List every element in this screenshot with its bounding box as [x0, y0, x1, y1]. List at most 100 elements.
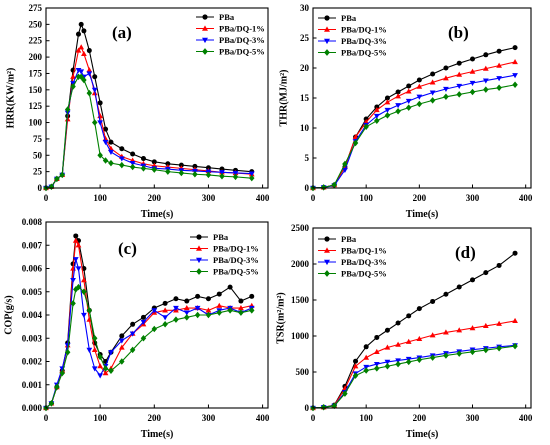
y-tick-label: 0.000 [22, 403, 43, 413]
series-pba-dq-5- [43, 283, 255, 412]
data-point [374, 334, 380, 340]
data-point [512, 317, 518, 324]
legend-entry: PBa/DQ-5% [196, 47, 265, 57]
data-point [456, 83, 463, 89]
data-point [48, 400, 55, 407]
data-point [227, 284, 233, 290]
x-tick-label: 200 [413, 413, 427, 423]
legend-entry: PBa/DQ-3% [318, 36, 387, 46]
data-point [173, 305, 179, 312]
data-point [178, 169, 185, 177]
data-point [429, 79, 436, 85]
series-line [312, 74, 516, 189]
x-axis-title: Time(s) [141, 209, 174, 220]
legend: PBa PBa/DQ-1%PBa/DQ-3% PBa/DQ-5% [318, 234, 387, 279]
data-point [91, 366, 98, 372]
legend: PBa PBa/DQ-1%PBa/DQ-3% PBa/DQ-5% [190, 232, 259, 277]
data-point [102, 157, 109, 164]
data-point [512, 250, 518, 256]
legend-marker [196, 268, 202, 275]
data-point [373, 107, 380, 113]
data-point [75, 31, 81, 37]
data-point [469, 325, 476, 331]
y-tick-label: 0 [38, 183, 43, 193]
y-tick-label: 0.004 [22, 310, 43, 320]
legend-entry: PBa/DQ-5% [318, 269, 387, 279]
data-point [483, 86, 489, 93]
data-point [194, 305, 201, 312]
data-point [78, 69, 85, 75]
data-point [183, 305, 190, 311]
legend-label: PBa [341, 234, 357, 244]
data-point [92, 74, 98, 80]
legend-marker [196, 257, 202, 264]
data-point [184, 314, 190, 321]
data-point [54, 383, 60, 391]
data-point [102, 135, 109, 142]
data-point [81, 28, 87, 34]
data-point [108, 367, 114, 375]
legend-entry: PBa/DQ-5% [190, 267, 259, 277]
data-point [373, 361, 380, 368]
data-point [140, 314, 146, 320]
data-point [151, 308, 158, 314]
data-point [482, 78, 489, 84]
panel-c-cop-chart: 0 100 200 300 400 0.000 0.001 0.002 0.003 0.004 0.… [4, 217, 270, 440]
data-point [103, 126, 109, 132]
legend-marker [324, 270, 330, 277]
data-point [416, 100, 423, 108]
data-point [443, 291, 449, 297]
data-point [227, 307, 233, 314]
legend-marker [324, 38, 330, 45]
data-point [512, 73, 518, 79]
data-point [416, 94, 423, 100]
data-point [429, 354, 436, 361]
data-point [78, 21, 84, 27]
data-point [78, 44, 85, 50]
data-point [456, 71, 463, 77]
data-point [496, 62, 502, 68]
y-tick-label: 2500 [291, 223, 310, 233]
data-point [205, 296, 211, 302]
data-point [119, 161, 125, 169]
x-tick-label: 100 [359, 413, 373, 423]
x-tick-label: 0 [44, 193, 49, 203]
data-point [119, 146, 125, 152]
data-point [443, 86, 449, 92]
data-point [395, 107, 401, 115]
data-point [384, 107, 391, 113]
data-point [108, 139, 114, 145]
legend-entry: PBa/DQ-1% [190, 244, 259, 254]
data-point [73, 233, 79, 239]
data-point [129, 163, 136, 171]
plot-frame [45, 7, 269, 189]
data-point [86, 347, 93, 353]
legend-label: PBa [341, 13, 357, 23]
data-point [108, 149, 114, 155]
data-point [205, 165, 211, 171]
data-point [249, 307, 255, 314]
data-point [86, 71, 93, 77]
data-point [238, 298, 244, 304]
data-point [429, 90, 436, 96]
data-point [496, 262, 502, 268]
data-point [352, 139, 359, 147]
data-point [91, 119, 98, 126]
data-point [184, 298, 190, 304]
data-point [395, 360, 401, 368]
data-point [430, 71, 436, 77]
x-tick-label: 400 [519, 193, 533, 203]
legend-label: PBa/DQ-1% [341, 246, 387, 256]
legend-label: PBa/DQ-1% [219, 24, 265, 34]
legend-label: PBa/DQ-5% [219, 47, 265, 57]
data-point [456, 91, 462, 98]
data-point [102, 365, 109, 372]
legend-marker [324, 259, 330, 266]
data-point [353, 358, 359, 364]
legend-marker [324, 247, 330, 253]
y-tick-label: 0.003 [22, 333, 43, 343]
x-tick-label: 200 [148, 193, 162, 203]
data-point [363, 119, 370, 125]
legend-marker [202, 25, 208, 31]
data-point [75, 68, 82, 74]
